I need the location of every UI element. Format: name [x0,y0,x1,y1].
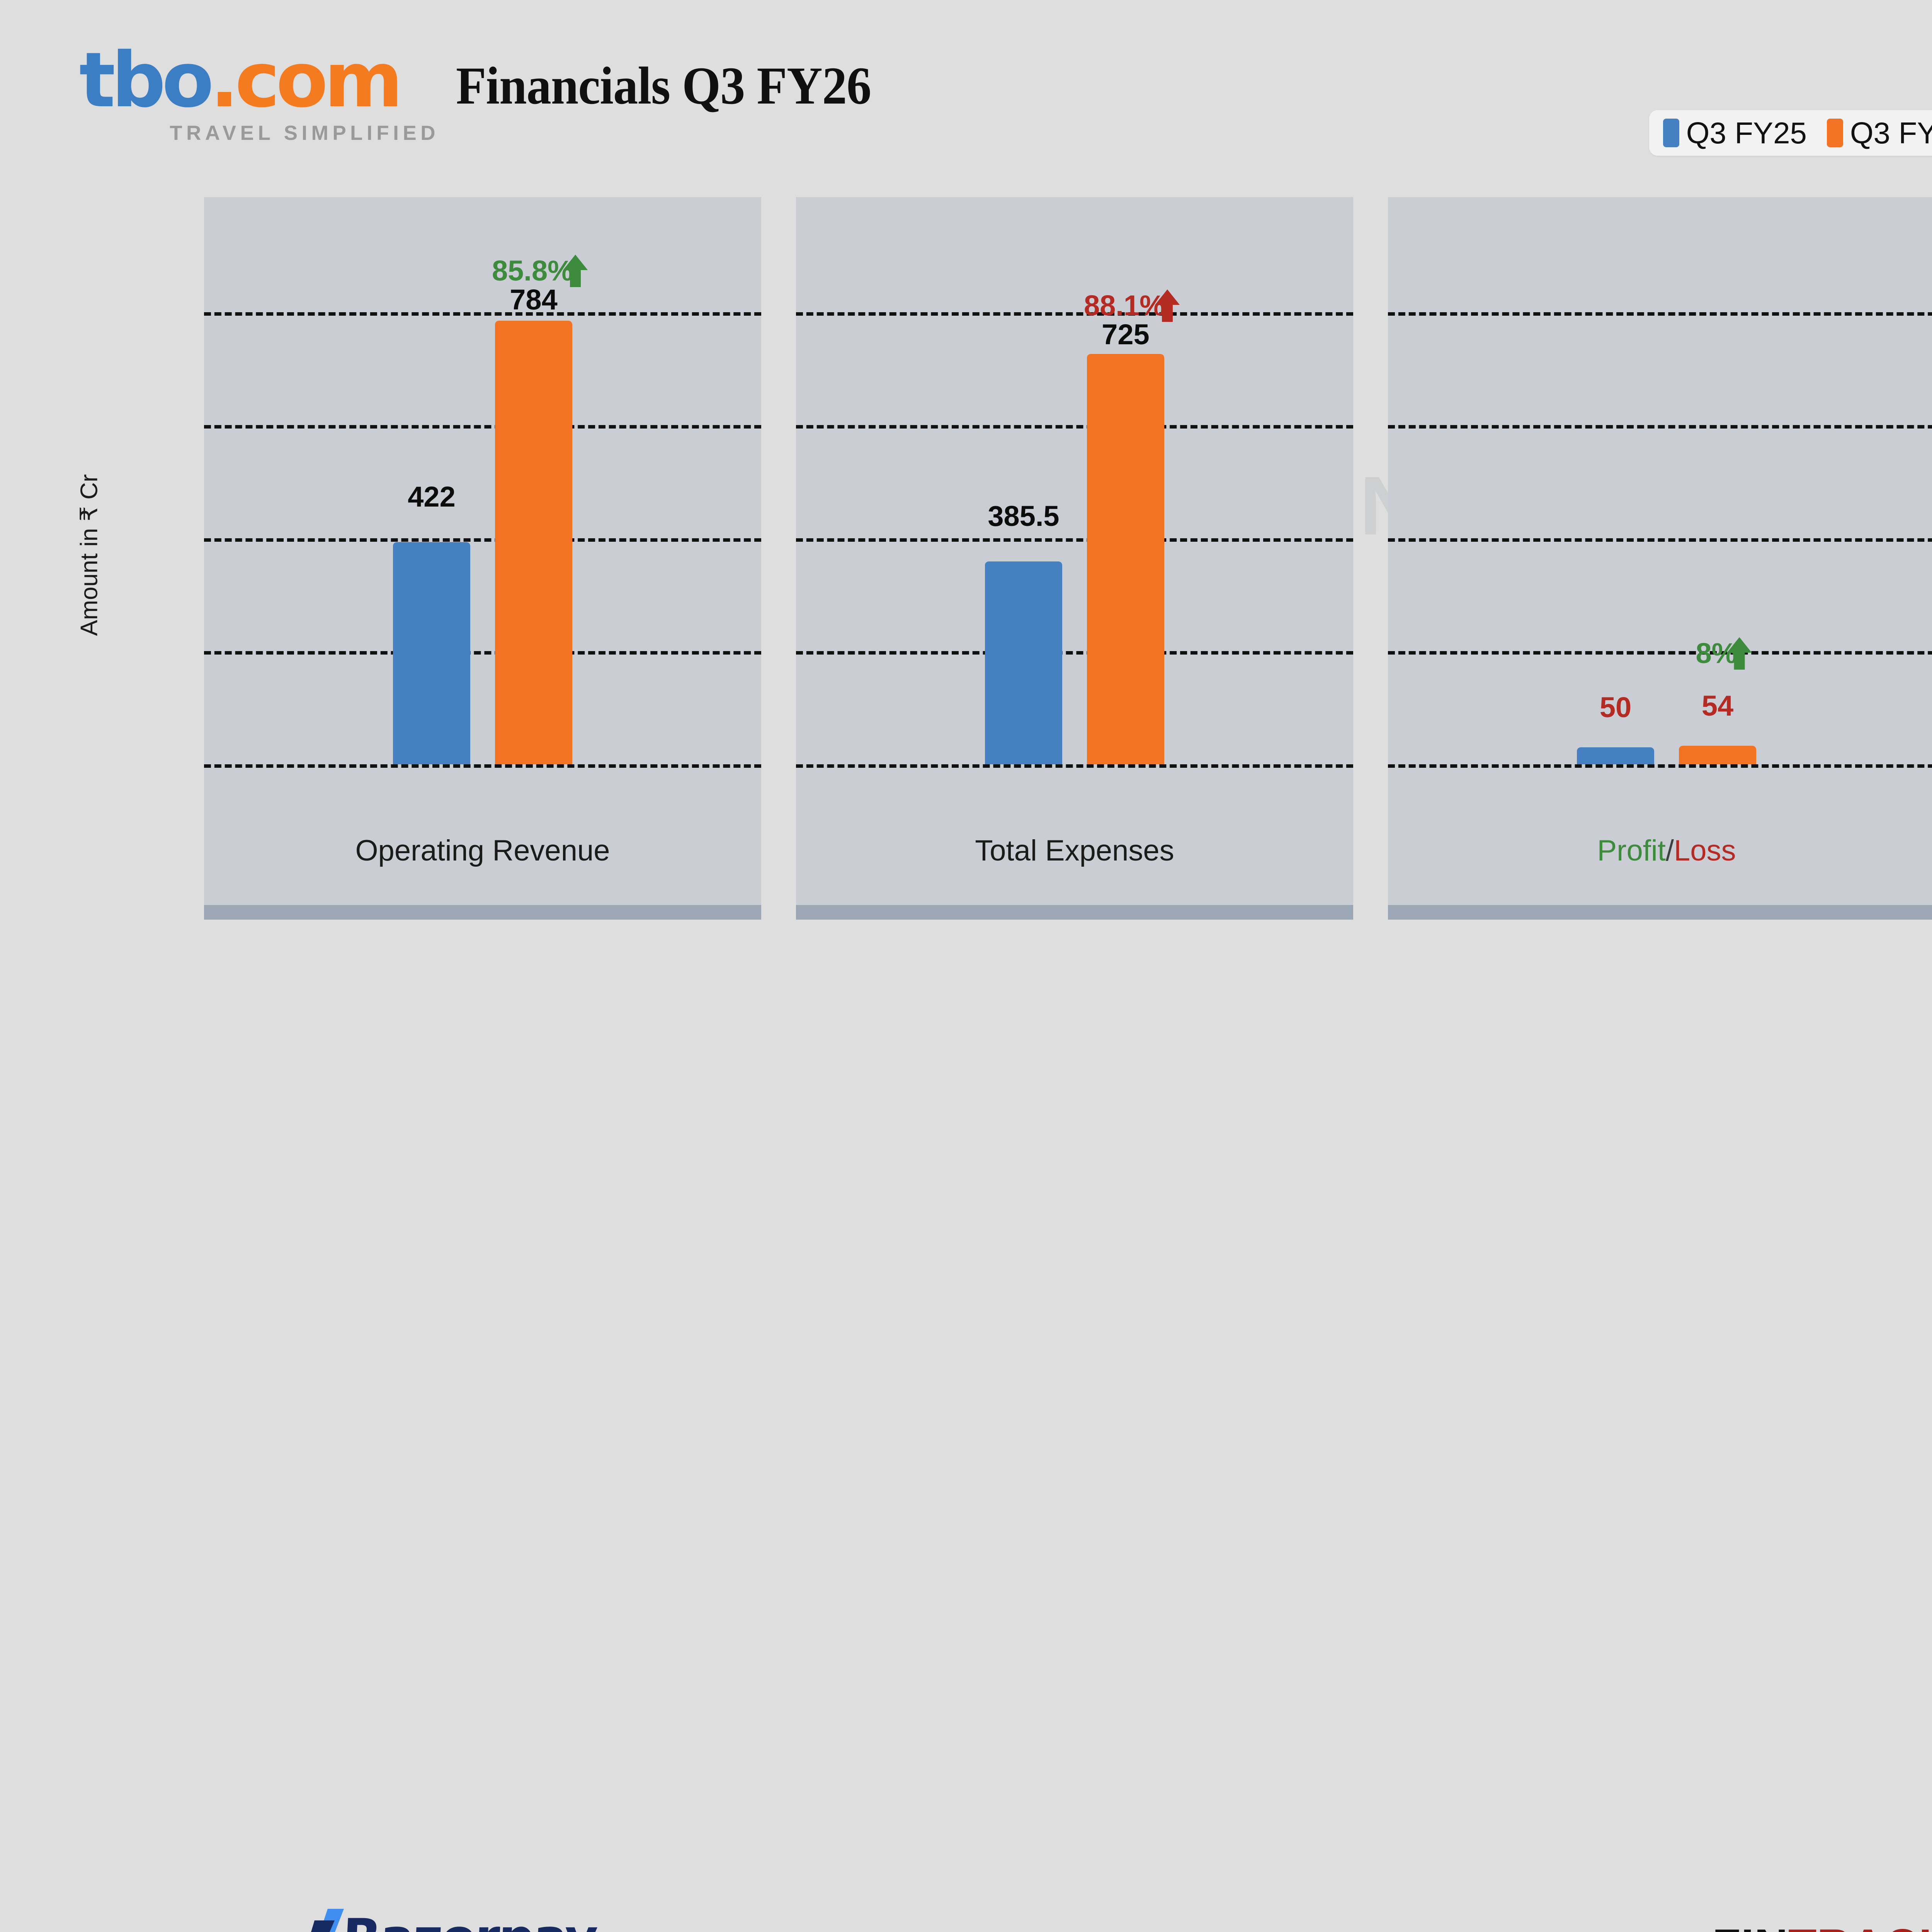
tbo-logo-text-primary: tbo [79,36,214,124]
tbo-logo-tagline: TRAVEL SIMPLIFIED [170,122,439,145]
gridline [204,425,761,429]
gridline [204,538,761,542]
fintrackr-logo: FINTRACKR [1713,1922,1932,1932]
gridline [1388,764,1932,768]
chart-panel-profit-loss: 50 8% 54 Profit/Loss [1388,197,1932,920]
bar-group-q3-fy26: 85.8% 784 [492,255,588,764]
gridline [1388,538,1932,542]
category-separator: / [1665,834,1674,867]
delta-badge: 88.1% [1084,289,1180,322]
panel-category-label: Operating Revenue [355,834,610,867]
gridline [1388,425,1932,429]
panel-footer-bar [204,905,761,920]
bar-q3-fy26[interactable] [1679,746,1756,764]
gridline [1388,651,1932,655]
bar-value-label: 725 [1102,318,1150,350]
legend-swatch-icon [1827,119,1843,147]
panel-footer-bar [1388,905,1932,920]
panel-category-label: Profit/Loss [1388,834,1932,867]
bar-q3-fy26[interactable] [495,321,572,764]
category-loss-text: Loss [1673,834,1736,867]
fintrackr-logo-part2: TRACKR [1788,1919,1932,1932]
legend-swatch-icon [1663,119,1679,147]
bar-value-label: 54 [1701,690,1734,722]
bar-q3-fy25[interactable] [985,561,1062,764]
legend-item-q3-fy25[interactable]: Q3 FY25 [1663,118,1807,148]
delta-badge: 85.8% [492,255,588,287]
chart-panel-total-expenses: 385.5 88.1% 725 Total Expenses [796,197,1353,920]
gridline [1388,312,1932,316]
bar-q3-fy26[interactable] [1087,354,1164,764]
page-title: Financials Q3 FY26 [456,56,871,115]
bar-q3-fy25[interactable] [1577,747,1654,764]
plot-region: 385.5 88.1% 725 [796,289,1353,768]
tbo-logo-text-secondary: .com [210,36,403,124]
gridline [796,538,1353,542]
plot-region: 422 85.8% 784 [204,255,761,768]
gridline [796,312,1353,316]
gridline [204,764,761,768]
plot-region: 50 8% 54 [1388,312,1932,768]
tbo-logo: tbo.com TRAVEL SIMPLIFIED [79,43,442,145]
bar-value-label: 784 [510,284,558,316]
gridline [204,312,761,316]
bar-group-q3-fy25: 50 [1577,312,1654,764]
panel-category-label: Total Expenses [975,834,1174,867]
bars-row: 385.5 88.1% 725 [796,289,1353,764]
fintrackr-logo-part1: FIN [1713,1919,1789,1932]
bar-group-q3-fy26: 88.1% 725 [1084,289,1180,764]
delta-value: 8% [1696,637,1737,669]
delta-badge: 8% [1696,637,1752,670]
chart-panel-operating-revenue: 422 85.8% 784 Operating Revenue [204,197,761,920]
legend-label: Q3 FY26 [1850,116,1932,150]
delta-value: 85.8% [492,255,573,287]
bar-value-label: 422 [408,481,456,513]
category-profit-text: Profit [1597,834,1666,867]
bar-q3-fy25[interactable] [393,542,470,764]
bar-group-q3-fy25: 385.5 [985,312,1062,764]
legend-label: Q3 FY25 [1686,116,1807,150]
bars-row: 50 8% 54 [1388,312,1932,764]
legend-item-q3-fy26[interactable]: Q3 FY26 [1827,118,1932,148]
bar-group-q3-fy26: 8% 54 [1679,312,1756,764]
razorpay-logo: Razorpay [298,1903,598,1932]
bar-value-label: 385.5 [988,500,1060,532]
gridline [204,651,761,655]
footer: Powered by Razorpay Source : NSE FINTRAC… [0,929,1932,1932]
bar-group-q3-fy25: 422 [393,312,470,764]
delta-value: 88.1% [1084,289,1165,321]
header: tbo.com TRAVEL SIMPLIFIED Financials Q3 … [0,0,1932,182]
razorpay-mark-icon [298,1909,348,1932]
chart-legend: Q3 FY25 Q3 FY26 [1649,110,1932,156]
panel-footer-bar [796,905,1353,920]
tbo-wordmark: tbo.com [79,43,442,118]
gridline [796,651,1353,655]
gridline [796,425,1353,429]
bar-value-label: 50 [1599,691,1632,723]
gridline [796,764,1353,768]
chart-area: 422 85.8% 784 Operating Revenue [0,197,1932,920]
bars-row: 422 85.8% 784 [204,255,761,764]
razorpay-wordmark: Razorpay [341,1908,598,1932]
